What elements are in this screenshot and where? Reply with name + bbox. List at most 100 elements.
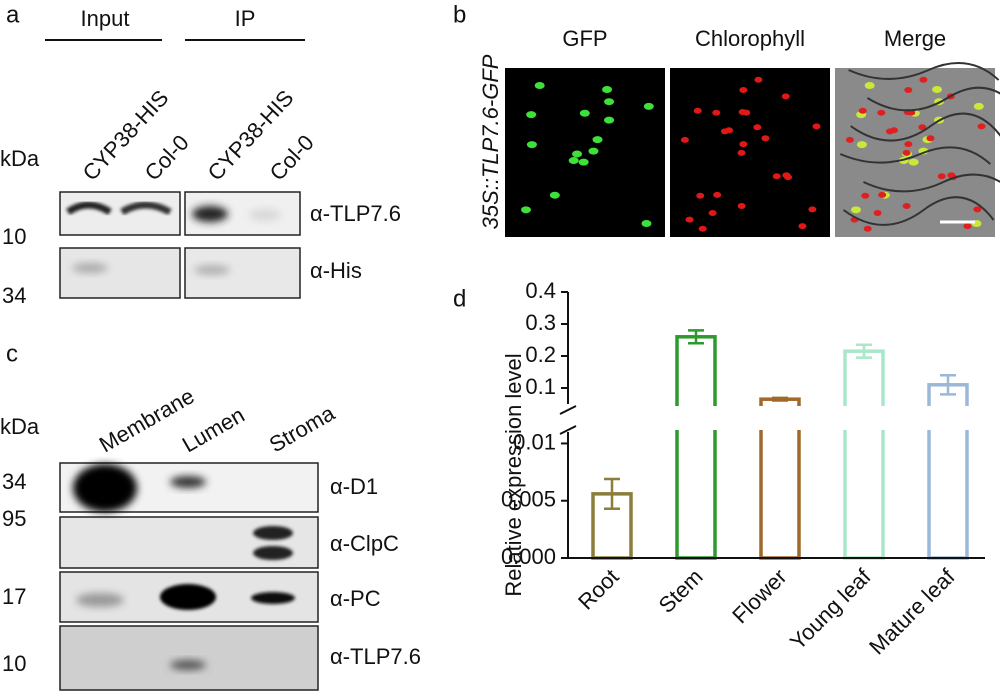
band: [120, 201, 172, 216]
lane-label: Stroma: [265, 400, 340, 457]
cell: [685, 216, 694, 223]
cell: [937, 173, 946, 180]
error-bar: [856, 343, 872, 359]
antibody-label: α-TLP7.6: [310, 201, 401, 226]
cell: [861, 192, 870, 199]
cell: [973, 102, 984, 110]
band: [170, 476, 206, 488]
lane-label: Col-0: [265, 130, 319, 186]
cell: [604, 98, 615, 106]
micrograph: [505, 68, 665, 237]
cell: [737, 149, 746, 156]
cell: [812, 123, 821, 130]
cell: [808, 206, 817, 213]
cell: [902, 202, 911, 209]
cell: [693, 107, 702, 114]
marker-label: 34: [2, 283, 26, 308]
cell-wall: [850, 112, 1000, 142]
cell-wall: [863, 173, 1000, 193]
axis-break-mark: [559, 405, 577, 415]
band: [73, 464, 137, 512]
cell: [878, 191, 887, 198]
marker-label: 10: [2, 224, 26, 249]
cell: [947, 172, 956, 179]
cell: [592, 136, 603, 144]
cell: [643, 102, 654, 110]
cell-wall: [842, 196, 995, 226]
antibody-label: α-TLP7.6: [330, 644, 421, 669]
band: [249, 209, 281, 221]
y-tick-label: 0.4: [525, 278, 556, 303]
cell: [932, 85, 943, 93]
y-tick-label: 0.2: [525, 342, 556, 367]
antibody-label: α-PC: [330, 586, 381, 611]
band: [76, 593, 124, 607]
error-bar: [688, 329, 704, 345]
cell: [579, 109, 590, 117]
cell: [754, 76, 763, 83]
y-axis-label: Relative expression level: [501, 353, 526, 596]
cell: [753, 124, 762, 131]
panel-label: d: [453, 285, 466, 312]
band: [170, 660, 206, 670]
cell: [739, 86, 748, 93]
cell: [864, 82, 875, 90]
y-tick-label: 0.01: [513, 429, 556, 454]
cell: [588, 147, 599, 155]
cell: [712, 109, 721, 116]
cell: [641, 219, 652, 227]
cell: [858, 107, 867, 114]
cell: [696, 192, 705, 199]
x-tick-label: Young leaf: [785, 563, 876, 654]
y-tick-label: 0.1: [525, 374, 556, 399]
group-label: Input: [81, 6, 130, 31]
cell: [680, 136, 689, 143]
cell: [708, 210, 717, 217]
cell: [713, 191, 722, 198]
cell: [526, 141, 537, 149]
cell: [737, 202, 746, 209]
cell: [856, 141, 867, 149]
lane-label: Col-0: [140, 130, 194, 186]
blot: [59, 247, 181, 299]
error-bar: [604, 477, 620, 510]
channel-label: Chlorophyll: [695, 26, 805, 51]
blot: [59, 516, 319, 569]
cell: [904, 141, 913, 148]
y-tick-label: 0.005: [501, 487, 556, 512]
group-label: IP: [235, 6, 256, 31]
cell: [549, 191, 560, 199]
band: [65, 201, 112, 216]
cell: [604, 116, 615, 124]
cell: [908, 158, 919, 166]
cell: [873, 210, 882, 217]
cell-wall: [866, 86, 1000, 112]
panel-label: a: [6, 1, 20, 28]
bar: [675, 335, 717, 560]
axis-break-gap: [548, 406, 985, 430]
cell: [863, 225, 872, 232]
cell: [902, 149, 911, 156]
cell: [520, 206, 531, 214]
cell: [602, 85, 613, 93]
y-tick-label: 0.3: [525, 310, 556, 335]
band: [253, 526, 293, 540]
marker-label: 17: [2, 584, 26, 609]
band: [253, 546, 293, 560]
x-tick-label: Stem: [654, 564, 708, 618]
marker-label: 10: [2, 651, 26, 676]
band: [192, 206, 228, 222]
cell: [572, 150, 583, 158]
cell: [904, 86, 913, 93]
cell: [781, 93, 790, 100]
micrograph: [835, 68, 995, 237]
cell: [973, 206, 982, 213]
x-tick-label: Root: [573, 564, 624, 615]
cell: [885, 128, 894, 135]
cell: [720, 128, 729, 135]
cell: [977, 123, 986, 130]
band: [251, 592, 295, 604]
panel-label: c: [6, 340, 18, 367]
cell: [919, 76, 928, 83]
